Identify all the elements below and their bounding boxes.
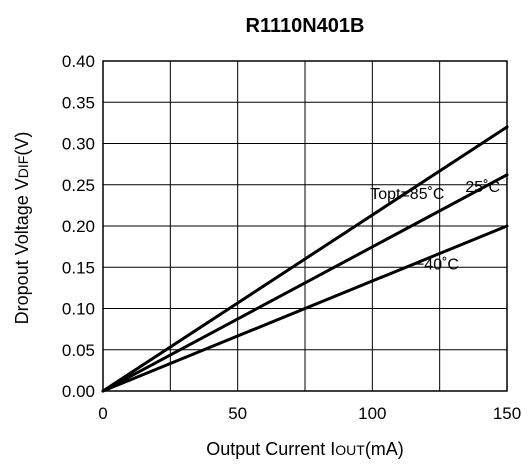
- y-tick-label: 0.00: [62, 382, 95, 401]
- x-tick-label: 0: [98, 404, 107, 423]
- y-tick-label: 0.40: [62, 52, 95, 71]
- series-label: −40˚C: [415, 257, 459, 274]
- chart-title: R1110N401B: [246, 15, 365, 37]
- x-axis-label: Output Current IOUT(mA): [206, 439, 404, 459]
- y-axis-label-unit: (V): [12, 132, 32, 156]
- series-label: 25˚C: [465, 179, 500, 196]
- y-axis-label-subscript: DIF: [15, 156, 31, 179]
- series-label: Topt=85˚C: [370, 186, 444, 203]
- grid: [103, 61, 507, 391]
- y-tick-label: 0.30: [62, 135, 95, 154]
- y-tick-label: 0.35: [62, 93, 95, 112]
- series-line: [101, 173, 509, 393]
- x-tick-label: 100: [358, 404, 386, 423]
- series-lines: [101, 125, 509, 393]
- x-tick-label: 150: [493, 404, 521, 423]
- series-labels: Topt=85˚C 25˚C −40˚C: [370, 179, 500, 274]
- x-axis-label-main: Output Current I: [206, 439, 335, 459]
- y-tick-label: 0.25: [62, 176, 95, 195]
- x-axis-label-unit: (mA): [365, 439, 404, 459]
- x-axis-label-subscript: OUT: [335, 442, 365, 458]
- y-axis-label: Dropout Voltage VDIF(V): [12, 132, 32, 325]
- y-tick-label: 0.05: [62, 341, 95, 360]
- x-tick-label: 50: [228, 404, 247, 423]
- series-line: [101, 224, 509, 393]
- y-tick-label: 0.10: [62, 300, 95, 319]
- plot-area: [102, 60, 508, 392]
- tick-labels: 0.00 0.05 0.10 0.15 0.20 0.25 0.30 0.35 0.40 0 50 1…: [62, 52, 521, 423]
- y-tick-label: 0.15: [62, 258, 95, 277]
- y-tick-label: 0.20: [62, 217, 95, 236]
- series-line: [101, 125, 509, 393]
- y-axis-label-main: Dropout Voltage V: [12, 178, 32, 324]
